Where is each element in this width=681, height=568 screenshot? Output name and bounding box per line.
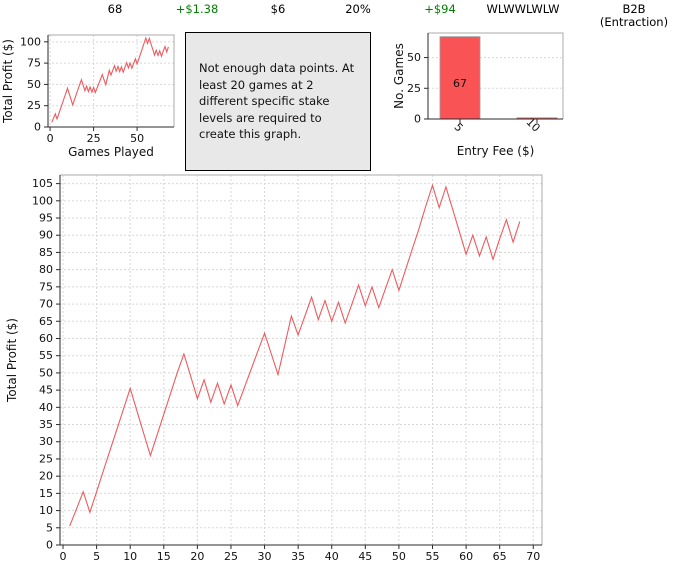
svg-text:0: 0 bbox=[414, 113, 421, 126]
stat-network-line1: B2B bbox=[622, 2, 646, 16]
stat-total-profit: +$94 bbox=[424, 3, 456, 16]
svg-text:5: 5 bbox=[46, 521, 53, 534]
svg-text:60: 60 bbox=[39, 332, 53, 345]
svg-text:45: 45 bbox=[39, 384, 53, 397]
svg-text:40: 40 bbox=[39, 401, 53, 414]
stat-avg-stake: $6 bbox=[271, 3, 286, 16]
stat-recent-results-value: WLWWLWLW bbox=[486, 2, 560, 16]
not-enough-data-message-box: Not enough data points. At least 20 game… bbox=[185, 32, 371, 171]
stat-avg-profit-value: +$1.38 bbox=[175, 2, 219, 16]
svg-text:Games Played: Games Played bbox=[68, 145, 154, 159]
svg-text:Entry Fee ($): Entry Fee ($) bbox=[457, 144, 535, 158]
svg-text:50: 50 bbox=[130, 132, 144, 145]
stat-recent-results: WLWWLWLW bbox=[487, 3, 560, 16]
svg-text:5: 5 bbox=[93, 550, 100, 563]
svg-text:No. Games: No. Games bbox=[393, 43, 406, 109]
svg-text:25: 25 bbox=[224, 550, 238, 563]
svg-text:90: 90 bbox=[39, 229, 53, 242]
svg-text:0: 0 bbox=[60, 550, 67, 563]
svg-text:60: 60 bbox=[459, 550, 473, 563]
svg-text:25: 25 bbox=[27, 99, 41, 112]
svg-text:0: 0 bbox=[46, 539, 53, 552]
stat-roi-value: 20% bbox=[345, 2, 371, 16]
svg-text:85: 85 bbox=[39, 246, 53, 259]
svg-text:10: 10 bbox=[123, 550, 137, 563]
svg-text:50: 50 bbox=[39, 366, 53, 379]
svg-text:25: 25 bbox=[87, 132, 101, 145]
svg-text:30: 30 bbox=[258, 550, 272, 563]
svg-text:50: 50 bbox=[407, 51, 421, 64]
svg-text:70: 70 bbox=[526, 550, 540, 563]
svg-text:50: 50 bbox=[392, 550, 406, 563]
svg-text:Total Profit ($): Total Profit ($) bbox=[5, 318, 19, 403]
not-enough-data-message-text: Not enough data points. At least 20 game… bbox=[199, 61, 355, 141]
svg-text:50: 50 bbox=[27, 78, 41, 91]
profit-chart-small: 0 25 50 0 25 50 75 100 Games Played Total Profit … bbox=[1, 34, 175, 159]
svg-text:95: 95 bbox=[39, 212, 53, 225]
svg-text:55: 55 bbox=[39, 349, 53, 362]
stat-games-count: 68 bbox=[108, 3, 123, 16]
svg-text:67: 67 bbox=[453, 77, 467, 90]
svg-text:20: 20 bbox=[190, 550, 204, 563]
svg-text:15: 15 bbox=[157, 550, 171, 563]
svg-text:65: 65 bbox=[39, 315, 53, 328]
svg-text:25: 25 bbox=[407, 82, 421, 95]
svg-text:100: 100 bbox=[32, 194, 53, 207]
stat-network: B2B (Entraction) bbox=[600, 3, 668, 29]
stat-roi: 20% bbox=[345, 3, 371, 16]
stat-avg-profit: +$1.38 bbox=[176, 3, 219, 16]
svg-text:5: 5 bbox=[452, 120, 466, 134]
svg-text:10: 10 bbox=[39, 504, 53, 517]
svg-text:40: 40 bbox=[325, 550, 339, 563]
svg-text:55: 55 bbox=[426, 550, 440, 563]
svg-text:15: 15 bbox=[39, 487, 53, 500]
profit-chart-large: 0 5 10 15 20 25 30 35 40 45 50 55 60 65 70 0 5 10 15 20 25 30… bbox=[5, 174, 543, 563]
svg-text:80: 80 bbox=[39, 263, 53, 276]
svg-text:0: 0 bbox=[34, 121, 41, 134]
svg-text:Total Profit ($): Total Profit ($) bbox=[1, 39, 15, 124]
svg-text:25: 25 bbox=[39, 452, 53, 465]
svg-text:75: 75 bbox=[27, 57, 41, 70]
svg-text:100: 100 bbox=[20, 35, 41, 48]
svg-text:65: 65 bbox=[493, 550, 507, 563]
svg-text:20: 20 bbox=[39, 470, 53, 483]
svg-text:30: 30 bbox=[39, 435, 53, 448]
svg-text:0: 0 bbox=[47, 132, 54, 145]
stat-network-line2: (Entraction) bbox=[599, 15, 669, 29]
svg-text:45: 45 bbox=[358, 550, 372, 563]
svg-text:75: 75 bbox=[39, 280, 53, 293]
svg-text:35: 35 bbox=[39, 418, 53, 431]
svg-text:105: 105 bbox=[32, 177, 53, 190]
stat-games-count-value: 68 bbox=[107, 2, 123, 16]
stat-total-profit-value: +$94 bbox=[424, 2, 456, 16]
stat-avg-stake-value: $6 bbox=[270, 2, 286, 16]
svg-text:35: 35 bbox=[291, 550, 305, 563]
svg-text:70: 70 bbox=[39, 298, 53, 311]
